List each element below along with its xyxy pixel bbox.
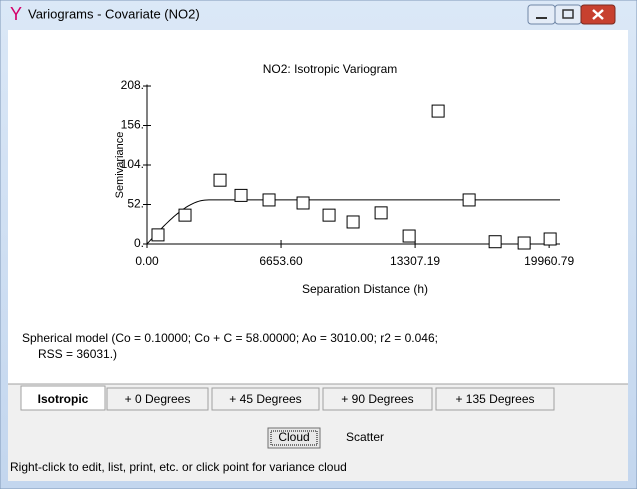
app-icon: Y bbox=[10, 4, 22, 24]
data-point[interactable] bbox=[374, 206, 388, 220]
data-point[interactable] bbox=[151, 228, 165, 242]
chart-area bbox=[8, 30, 628, 384]
window-title: Variograms - Covariate (NO2) bbox=[28, 6, 200, 21]
y-tick-label: 52. bbox=[127, 197, 144, 211]
focus-ring bbox=[270, 430, 318, 446]
y-axis-label: Semivariance bbox=[114, 132, 126, 199]
data-point[interactable] bbox=[234, 188, 248, 202]
data-point[interactable] bbox=[213, 173, 227, 187]
x-tick-label: 0.00 bbox=[135, 254, 159, 268]
maximize-button[interactable] bbox=[554, 4, 582, 25]
tab[interactable] bbox=[435, 387, 555, 411]
model-text: Spherical model (Co = 0.10000; Co + C = … bbox=[22, 331, 438, 345]
data-point[interactable] bbox=[462, 193, 476, 207]
button[interactable] bbox=[267, 427, 321, 449]
status-text: Right-click to edit, list, print, etc. o… bbox=[10, 460, 347, 474]
data-point[interactable] bbox=[517, 236, 531, 250]
data-point[interactable] bbox=[178, 208, 192, 222]
button[interactable] bbox=[338, 428, 392, 448]
tab-strip: Isotropic + 0 Degrees + 45 Degrees + 90 Deg… bbox=[20, 385, 555, 411]
maximize-icon bbox=[562, 9, 574, 19]
tab-label[interactable]: Isotropic bbox=[38, 392, 89, 406]
close-icon bbox=[592, 9, 604, 20]
data-point[interactable] bbox=[322, 208, 336, 222]
data-point[interactable] bbox=[402, 229, 416, 243]
y-tick-label: 104. bbox=[121, 157, 144, 171]
data-point[interactable] bbox=[431, 104, 445, 118]
button-row: Cloud Scatter bbox=[267, 427, 392, 449]
model-text: RSS = 36031.) bbox=[38, 347, 117, 361]
chart-title: NO2: Isotropic Variogram bbox=[263, 62, 398, 76]
tab-label[interactable]: + 135 Degrees bbox=[455, 392, 534, 406]
button-label[interactable]: Scatter bbox=[346, 430, 384, 444]
tab-label[interactable]: + 0 Degrees bbox=[125, 392, 191, 406]
y-tick-label: 0. bbox=[134, 236, 144, 250]
tab-label[interactable]: + 45 Degrees bbox=[229, 392, 301, 406]
x-axis-label: Separation Distance (h) bbox=[302, 282, 428, 296]
x-tick-label: 13307.19 bbox=[390, 254, 440, 268]
tab[interactable] bbox=[211, 387, 320, 411]
model-curve bbox=[146, 199, 560, 245]
minimize-button[interactable] bbox=[527, 4, 556, 25]
y-tick-label: 156. bbox=[121, 118, 144, 132]
data-point[interactable] bbox=[262, 193, 276, 207]
y-tick-label: 208. bbox=[121, 78, 144, 92]
tab[interactable] bbox=[106, 387, 209, 411]
tab[interactable] bbox=[322, 387, 433, 411]
data-point[interactable] bbox=[296, 196, 310, 210]
data-point[interactable] bbox=[543, 232, 557, 246]
x-tick-label: 6653.60 bbox=[259, 254, 303, 268]
button-label[interactable]: Cloud bbox=[278, 430, 309, 444]
data-point[interactable] bbox=[488, 235, 502, 249]
data-point[interactable] bbox=[346, 215, 360, 229]
x-tick-label: 19960.79 bbox=[524, 254, 574, 268]
tab-label[interactable]: + 90 Degrees bbox=[341, 392, 413, 406]
tab[interactable] bbox=[20, 385, 106, 411]
